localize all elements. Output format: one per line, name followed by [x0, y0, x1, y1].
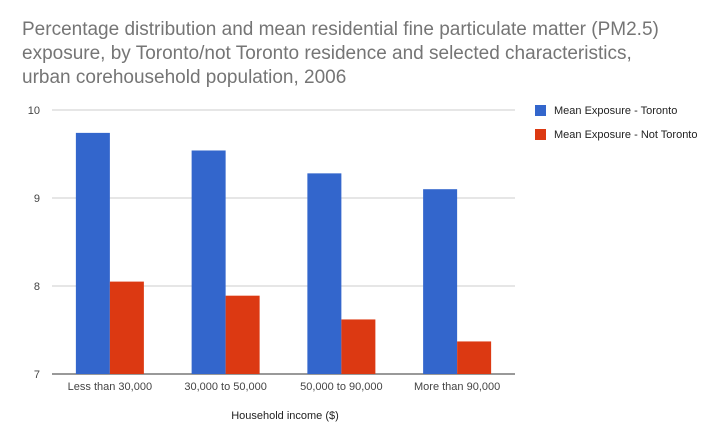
legend-label: Mean Exposure - Toronto	[554, 105, 677, 117]
y-tick-label: 10	[28, 105, 40, 117]
bars	[75, 132, 492, 374]
bar-toronto[interactable]	[307, 173, 342, 374]
x-tick-label: Less than 30,000	[68, 381, 152, 393]
legend-swatch	[535, 129, 546, 140]
legend-label: Mean Exposure - Not Toronto	[554, 129, 697, 141]
x-axis-title: Household income ($)	[231, 410, 339, 422]
y-tick-label: 7	[34, 369, 40, 381]
x-axis-ticks: Less than 30,000 30,000 to 50,000 50,000 t…	[68, 381, 501, 393]
bar-toronto[interactable]	[423, 189, 458, 374]
chart-title: Percentage distribution and mean residen…	[22, 19, 659, 88]
x-tick-label: More than 90,000	[414, 381, 500, 393]
bar-toronto[interactable]	[191, 150, 226, 374]
legend-swatch	[535, 105, 546, 116]
y-tick-label: 9	[34, 193, 40, 205]
x-tick-label: 50,000 to 90,000	[300, 381, 383, 393]
bar-toronto[interactable]	[75, 132, 110, 374]
bar-not-toronto[interactable]	[109, 281, 144, 374]
y-axis-ticks: 7 8 9 10	[28, 105, 40, 381]
legend[interactable]: Mean Exposure - Toronto Mean Exposure - N…	[535, 105, 697, 141]
legend-item[interactable]: Mean Exposure - Toronto	[535, 105, 677, 117]
bar-not-toronto[interactable]	[457, 341, 492, 374]
bar-not-toronto[interactable]	[341, 319, 376, 374]
x-tick-label: 30,000 to 50,000	[184, 381, 267, 393]
y-tick-label: 8	[34, 281, 40, 293]
legend-item[interactable]: Mean Exposure - Not Toronto	[535, 129, 697, 141]
bar-not-toronto[interactable]	[225, 295, 260, 374]
